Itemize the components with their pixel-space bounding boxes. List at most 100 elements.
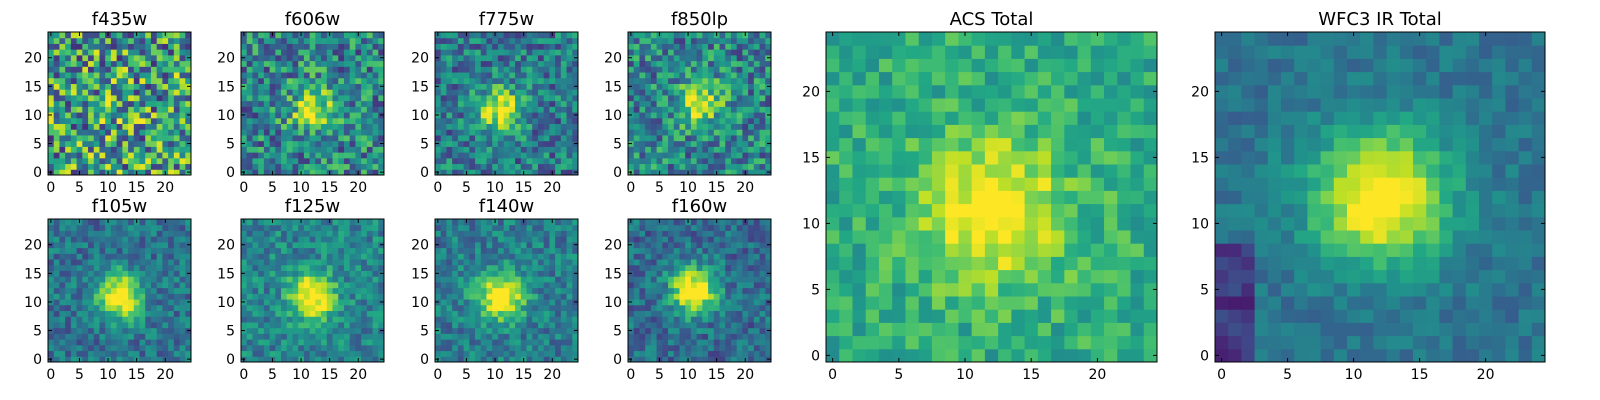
heatmap-cell — [139, 43, 146, 50]
heatmap-cell — [309, 37, 316, 44]
heatmap-cell — [53, 157, 60, 165]
heatmap-cell — [292, 37, 299, 44]
heatmap-cell — [59, 236, 66, 243]
heatmap-cell — [725, 32, 732, 39]
heatmap-cell — [88, 123, 95, 130]
heatmap-cell — [122, 350, 129, 357]
heatmap-cell — [269, 327, 276, 334]
heatmap-cell — [366, 224, 374, 231]
heatmap-cell — [503, 230, 510, 237]
heatmap-cell — [128, 224, 135, 231]
heatmap-cell — [537, 299, 545, 306]
heatmap-cell — [48, 157, 55, 165]
heatmap-cell — [742, 66, 749, 73]
heatmap-cell — [315, 89, 322, 96]
heatmap-cell — [349, 236, 356, 243]
heatmap-cell — [463, 100, 470, 107]
heatmap-cell — [543, 157, 550, 165]
heatmap-cell — [509, 117, 516, 125]
heatmap-cell — [82, 293, 89, 300]
heatmap-cell — [315, 77, 322, 84]
heatmap-cell — [338, 146, 345, 153]
heatmap-cell — [690, 66, 698, 73]
heatmap-cell — [53, 43, 60, 50]
axes-frame — [434, 31, 579, 176]
heatmap-cell — [469, 89, 476, 96]
heatmap-cell — [457, 333, 465, 340]
heatmap-cell — [633, 49, 640, 56]
heatmap-cell — [88, 253, 95, 260]
heatmap-cell — [515, 253, 522, 260]
heatmap-cell — [486, 299, 493, 306]
heatmap-cell — [292, 54, 299, 62]
heatmap-cell — [452, 310, 459, 317]
heatmap-cell — [286, 270, 293, 277]
heatmap-cell — [53, 152, 60, 159]
heatmap-cell — [110, 140, 118, 147]
heatmap-cell — [725, 344, 732, 352]
heatmap-cell — [258, 100, 265, 107]
heatmap-cell — [309, 293, 316, 300]
heatmap-cell — [93, 350, 100, 357]
heatmap-cell — [128, 169, 135, 176]
heatmap-cell — [156, 327, 163, 334]
heatmap-cell — [309, 241, 316, 249]
heatmap-cell — [110, 270, 118, 277]
heatmap-cell — [105, 83, 112, 90]
heatmap-cell — [263, 276, 271, 283]
heatmap-cell — [168, 77, 175, 84]
heatmap-cell — [497, 304, 505, 312]
heatmap-cell — [286, 163, 293, 170]
heatmap-cell — [338, 117, 345, 125]
heatmap-cell — [378, 37, 385, 44]
heatmap-cell — [128, 60, 135, 67]
heatmap-cell — [520, 163, 528, 170]
heatmap-cell — [702, 43, 709, 50]
heatmap-cell — [753, 339, 761, 346]
heatmap-cell — [685, 344, 692, 352]
heatmap-cell — [70, 134, 78, 142]
heatmap-cell — [378, 304, 385, 312]
heatmap-cell — [560, 123, 568, 130]
heatmap-cell — [366, 72, 374, 79]
heatmap-cell — [93, 287, 100, 294]
heatmap-cell — [110, 94, 118, 102]
heatmap-cell — [560, 83, 568, 90]
heatmap-cell — [53, 100, 60, 107]
heatmap-cell — [116, 157, 123, 165]
heatmap-cell — [650, 163, 658, 170]
heatmap-cell — [338, 32, 345, 39]
heatmap-cell — [515, 66, 522, 73]
heatmap-cell — [292, 356, 299, 363]
heatmap-cell — [730, 281, 738, 289]
heatmap-cell — [162, 49, 169, 56]
heatmap-cell — [332, 129, 339, 136]
heatmap-cell — [258, 219, 265, 226]
heatmap-cell — [503, 247, 510, 254]
heatmap-cell — [463, 259, 470, 266]
heatmap-cell — [343, 83, 351, 90]
heatmap-cell — [549, 117, 556, 125]
heatmap-cell — [526, 299, 533, 306]
heatmap-cell — [53, 60, 60, 67]
heatmap-cell — [469, 316, 476, 323]
heatmap-cell — [48, 344, 55, 352]
heatmap-cell — [475, 66, 482, 73]
heatmap-cell — [759, 134, 766, 142]
heatmap-cell — [572, 304, 579, 312]
heatmap-cell — [679, 117, 686, 125]
heatmap-cell — [662, 350, 669, 357]
heatmap-cell — [753, 163, 761, 170]
heatmap-cell — [281, 32, 288, 39]
heatmap-cell — [668, 293, 675, 300]
y-tick-label: 20 — [604, 51, 622, 67]
heatmap-cell — [435, 100, 442, 107]
heatmap-cell — [59, 356, 66, 363]
heatmap-cell — [59, 140, 66, 147]
heatmap-cell — [122, 94, 129, 102]
heatmap-cell — [99, 54, 106, 62]
heatmap-cell — [685, 66, 692, 73]
heatmap-cell — [486, 333, 493, 340]
heatmap-cell — [70, 304, 78, 312]
